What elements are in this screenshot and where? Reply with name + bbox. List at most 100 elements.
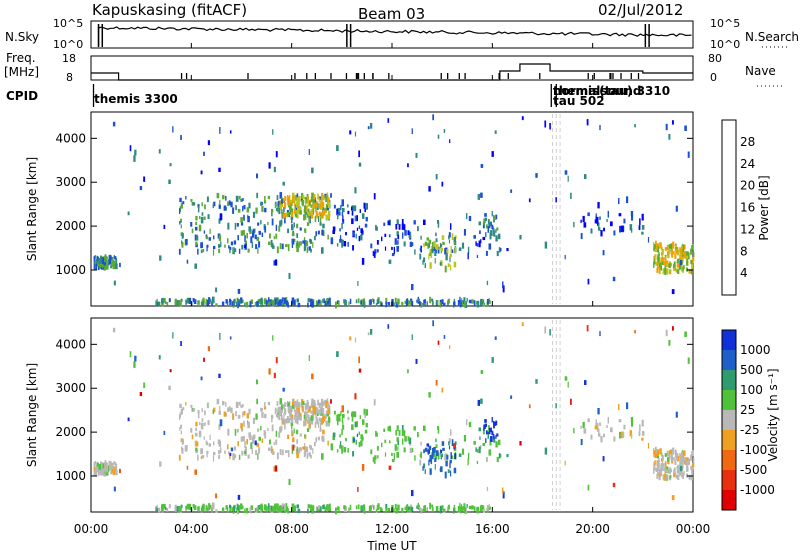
power-cell: [296, 223, 299, 229]
power-cell: [298, 241, 301, 248]
velocity-cell: [454, 453, 457, 460]
velocity-cell: [322, 416, 326, 422]
power-cell: [395, 302, 399, 308]
velocity-cell: [555, 403, 557, 409]
velocity-cell: [305, 418, 307, 426]
power-cell: [486, 224, 488, 229]
velocity-cell: [484, 423, 487, 428]
velocity-cell: [134, 355, 137, 362]
velocity-cell: [139, 392, 143, 397]
power-cell: [466, 298, 468, 302]
power-cell: [319, 212, 322, 217]
power-cell: [612, 276, 616, 282]
power-cell: [233, 299, 236, 306]
power-cell: [437, 246, 440, 254]
power-cell: [275, 207, 278, 212]
power-cell: [453, 261, 457, 268]
power-cell: [308, 149, 310, 155]
velocity-cell: [264, 504, 267, 511]
velocity-cell: [213, 441, 215, 446]
power-cell: [352, 245, 354, 251]
velocity-cell: [498, 453, 501, 459]
velocity-cell: [364, 429, 368, 434]
power-cell: [435, 232, 437, 237]
power-cell: [200, 170, 203, 175]
velocity-cell: [185, 402, 187, 406]
power-cell: [442, 302, 446, 307]
power-cell: [304, 228, 306, 232]
power-cell: [681, 259, 684, 265]
velocity-cell: [424, 469, 426, 474]
velocity-cell: [583, 428, 587, 434]
velocity-cell: [634, 330, 636, 334]
power-cell: [490, 221, 492, 226]
velocity-cell: [296, 446, 298, 453]
velocity-cell: [599, 331, 601, 337]
power-cell: [279, 243, 282, 249]
power-cell: [215, 303, 218, 307]
power-cell: [422, 260, 424, 265]
velocity-colorbar-tick: 1000: [740, 343, 771, 357]
power-cell: [404, 300, 407, 305]
velocity-cell: [422, 466, 424, 471]
velocity-cell: [283, 418, 287, 424]
velocity-cell: [488, 504, 490, 508]
power-cell: [383, 222, 386, 226]
velocity-cell: [179, 506, 182, 513]
velocity-cell: [251, 448, 253, 454]
velocity-cell: [480, 445, 482, 450]
power-cell: [252, 211, 256, 218]
velocity-cell: [657, 454, 659, 459]
velocity-cell: [407, 436, 410, 442]
velocity-colorbar-tick: 100: [740, 383, 763, 397]
power-cell: [429, 296, 432, 304]
velocity-cell: [417, 432, 419, 438]
freq-tick-bottom: 8: [66, 71, 73, 84]
power-cell: [409, 241, 412, 247]
power-cell: [325, 214, 328, 220]
power-cell: [678, 263, 682, 270]
power-cell: [321, 211, 323, 219]
velocity-cell: [200, 507, 203, 513]
power-cell: [580, 219, 582, 223]
power-cell: [641, 231, 644, 235]
velocity-cell: [486, 505, 489, 511]
power-cell: [461, 301, 463, 306]
power-cell: [385, 301, 387, 308]
velocity-cell: [310, 402, 313, 409]
velocity-cell: [185, 505, 188, 510]
velocity-cell: [656, 460, 658, 467]
power-cell: [476, 254, 479, 258]
velocity-cell: [573, 427, 575, 434]
velocity-cell: [298, 404, 301, 408]
velocity-cell: [103, 469, 106, 477]
power-cell: [105, 256, 108, 260]
power-cell: [115, 258, 118, 264]
velocity-cell: [584, 380, 587, 385]
power-cell: [182, 201, 185, 205]
velocity-cell: [260, 503, 263, 510]
velocity-cell: [618, 404, 620, 411]
power-cell: [254, 234, 257, 240]
velocity-cell: [311, 373, 314, 380]
power-cell: [686, 259, 688, 266]
velocity-cell: [458, 453, 462, 457]
power-cell: [413, 220, 416, 225]
velocity-cell: [281, 415, 283, 420]
power-cell: [110, 265, 113, 269]
power-cell: [675, 205, 678, 212]
time-axis-label: Time UT: [366, 539, 417, 553]
velocity-cell: [159, 461, 162, 467]
velocity-cell: [448, 441, 450, 446]
power-cell: [303, 237, 306, 244]
power-cell: [311, 192, 314, 199]
velocity-cell: [681, 470, 683, 478]
velocity-cell: [218, 410, 221, 415]
velocity-cell: [234, 428, 237, 436]
velocity-cell: [296, 451, 299, 459]
nave-tick-top: 80: [708, 52, 722, 65]
velocity-cell: [179, 414, 181, 420]
velocity-cell: [219, 419, 223, 426]
power-cell: [178, 248, 181, 255]
velocity-cell: [610, 427, 613, 433]
